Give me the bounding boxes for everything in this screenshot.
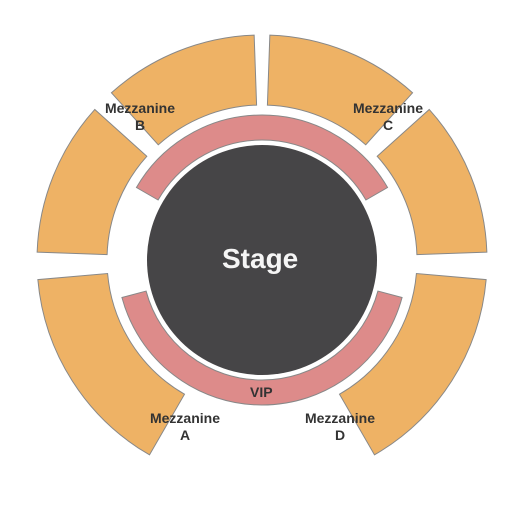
seating-chart: Stage VIP Mezzanine B Mezzanine C Mezzan… [0, 0, 525, 525]
stage-label: Stage [222, 242, 298, 276]
mezz-label-c[interactable]: Mezzanine C [348, 100, 428, 134]
mezz-label-b[interactable]: Mezzanine B [100, 100, 180, 134]
mezz-label-d[interactable]: Mezzanine D [300, 410, 380, 444]
mezz-label-a[interactable]: Mezzanine A [145, 410, 225, 444]
vip-label: VIP [250, 384, 273, 401]
